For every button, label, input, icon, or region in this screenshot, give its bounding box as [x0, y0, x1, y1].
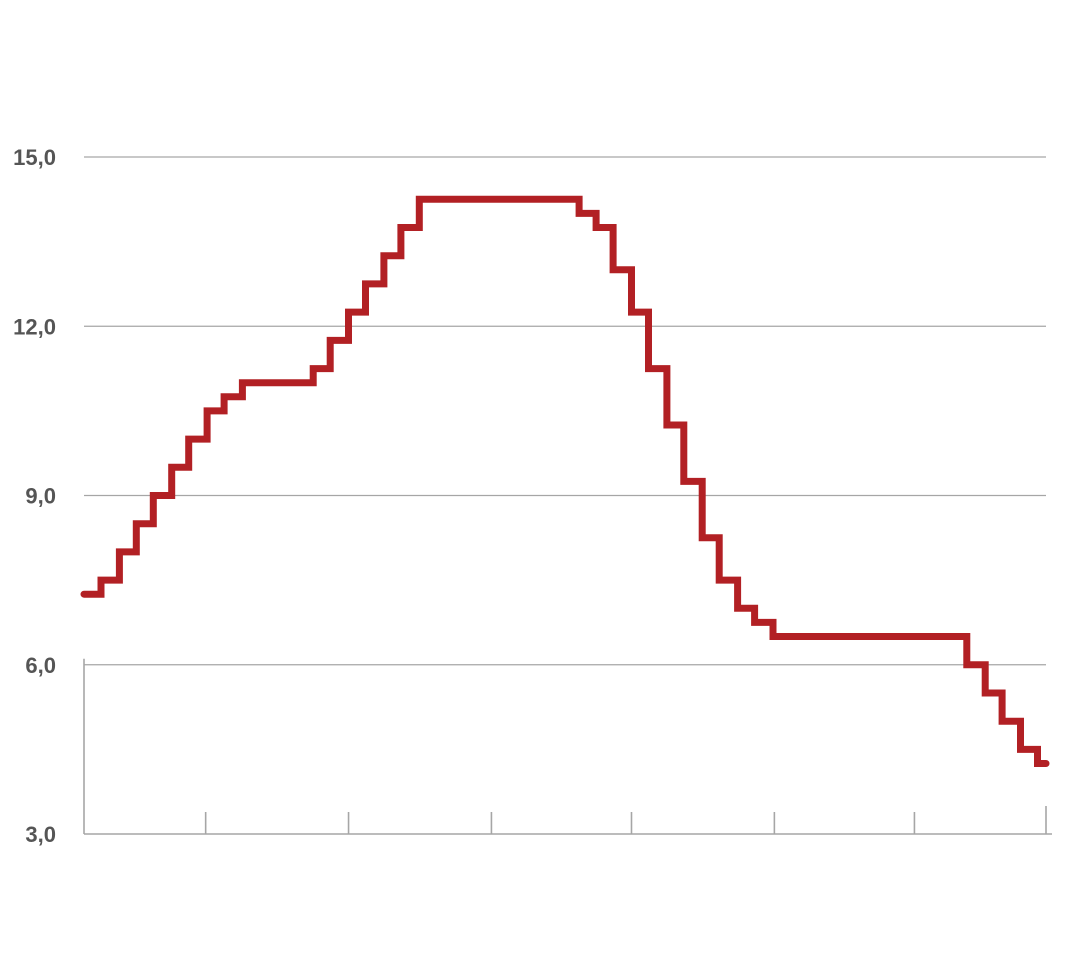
axes [83, 658, 1052, 835]
y-tick-label: 15,0 [13, 145, 56, 170]
y-tick-labels: 3,0 6,0 9,0 12,0 15,0 [13, 145, 56, 847]
gridlines [84, 156, 1046, 666]
y-tick-label: 12,0 [13, 314, 56, 339]
y-tick-label: 3,0 [25, 822, 56, 847]
series-line-0 [80, 195, 1050, 767]
series-layer [80, 195, 1050, 767]
y-tick-label: 9,0 [25, 484, 56, 509]
y-tick-label: 6,0 [25, 653, 56, 678]
